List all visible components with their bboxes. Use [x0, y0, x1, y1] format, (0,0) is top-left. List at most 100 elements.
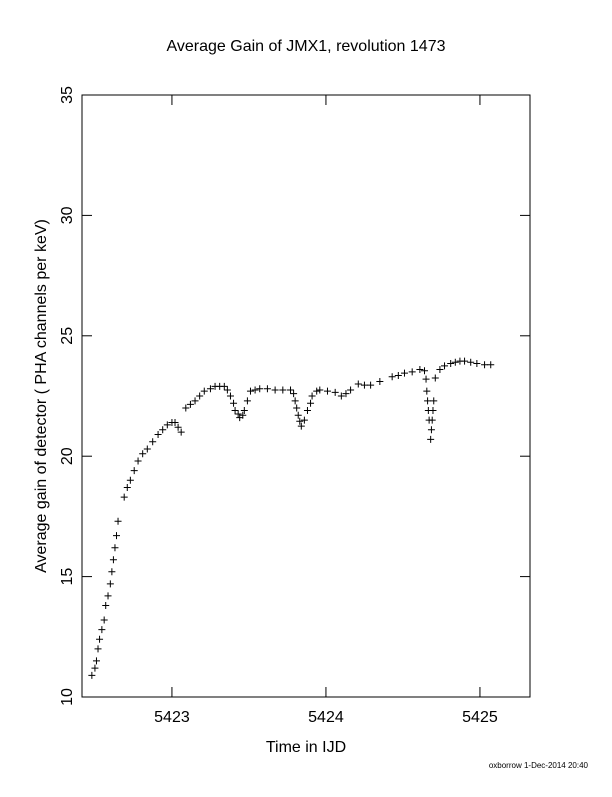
data-point [231, 406, 239, 414]
data-point [88, 671, 96, 679]
data-point [200, 387, 208, 395]
data-point [376, 378, 384, 386]
data-point [307, 399, 315, 407]
data-point [297, 422, 305, 430]
data-point [416, 366, 424, 374]
data-point [174, 423, 182, 431]
data-point [308, 392, 316, 400]
data-point [429, 406, 437, 414]
data-point [430, 397, 438, 405]
data-point [139, 450, 147, 458]
data-point [354, 380, 362, 388]
data-point [120, 493, 128, 501]
data-point [360, 381, 368, 389]
data-point [108, 568, 116, 576]
data-point [226, 392, 234, 400]
y-tick-label: 25 [59, 327, 76, 345]
y-tick-label: 10 [59, 688, 76, 706]
y-axis-label: Average gain of detector ( PHA channels … [33, 219, 50, 573]
data-point [123, 484, 131, 492]
data-point [243, 397, 251, 405]
data-point [421, 367, 429, 375]
y-tick-label: 35 [59, 86, 76, 104]
data-point [163, 421, 171, 429]
data-point [428, 416, 436, 424]
data-point [331, 388, 339, 396]
data-point [134, 457, 142, 465]
data-point [342, 390, 350, 398]
data-point [388, 373, 396, 381]
data-point [300, 416, 308, 424]
data-point [316, 386, 324, 394]
data-point [130, 467, 138, 475]
data-point [481, 361, 489, 369]
data-point [251, 386, 259, 394]
data-point [191, 397, 199, 405]
data-point [102, 601, 110, 609]
data-point [263, 385, 271, 393]
chart-title: Average Gain of JMX1, revolution 1473 [167, 38, 446, 55]
data-point [294, 411, 302, 419]
data-point [287, 386, 295, 394]
data-point [436, 366, 444, 374]
data-point [323, 387, 331, 395]
data-point [177, 428, 185, 436]
data-point [367, 381, 375, 389]
data-point [461, 357, 469, 365]
data-point [303, 406, 311, 414]
data-point [296, 417, 304, 425]
data-point [487, 361, 495, 369]
data-point [171, 418, 179, 426]
data-point [206, 385, 214, 393]
data-point [223, 386, 231, 394]
y-tick-label: 15 [59, 568, 76, 586]
data-point [423, 387, 431, 395]
data-point [447, 359, 455, 367]
y-tick-label: 20 [59, 447, 76, 465]
data-point [196, 392, 204, 400]
data-point [230, 399, 238, 407]
data-point [427, 435, 435, 443]
data-point [290, 390, 298, 398]
data-point [256, 385, 264, 393]
data-point [337, 392, 345, 400]
data-point [427, 426, 435, 434]
data-point [473, 359, 481, 367]
data-point [240, 406, 248, 414]
data-point [94, 645, 102, 653]
data-point [451, 358, 459, 366]
data-point [109, 556, 117, 564]
x-axis-label: Time in IJD [266, 739, 346, 756]
data-point [92, 657, 100, 665]
data-point [394, 372, 402, 380]
data-point [96, 635, 104, 643]
data-point [143, 445, 151, 453]
plot-frame [81, 94, 531, 698]
footer: oxborrow 1-Dec-2014 20:40 [489, 761, 589, 770]
data-point [149, 438, 157, 446]
y-tick-label: 30 [59, 206, 76, 224]
data-point [431, 374, 439, 382]
data-point [239, 411, 247, 419]
data-point [182, 404, 190, 412]
data-point [467, 358, 475, 366]
data-point [114, 517, 122, 525]
data-point [279, 386, 287, 394]
x-tick-label: 5423 [154, 709, 190, 726]
data-point [159, 426, 167, 434]
data-point [100, 616, 108, 624]
data-point [106, 580, 114, 588]
data-point [291, 397, 299, 405]
data-point [154, 431, 162, 439]
data-point [424, 397, 432, 405]
data-point [220, 382, 228, 390]
data-point [186, 400, 194, 408]
data-point [98, 626, 106, 634]
data-point [271, 386, 279, 394]
data-point [234, 410, 242, 418]
data-point [313, 387, 321, 395]
data-point [408, 368, 416, 376]
data-point [441, 362, 449, 370]
x-tick-label: 5425 [462, 709, 498, 726]
